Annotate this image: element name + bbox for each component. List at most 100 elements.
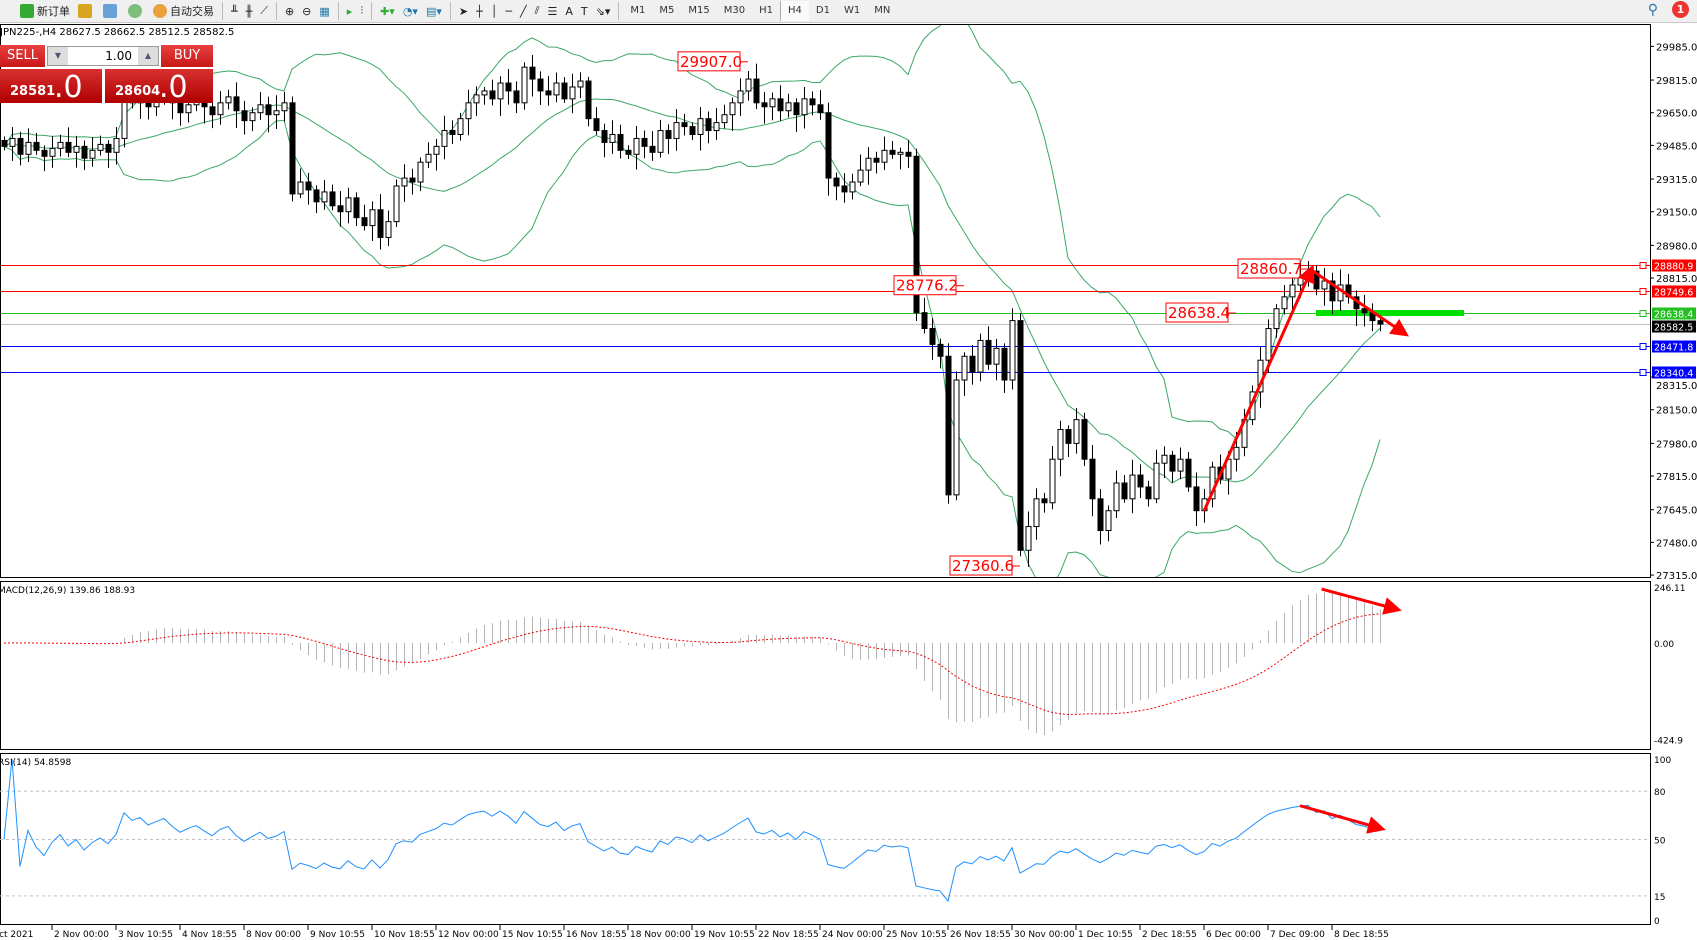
bar-chart-button[interactable]: ╨ xyxy=(227,1,242,21)
zoom-out-button[interactable]: ⊖ xyxy=(298,1,315,21)
candle xyxy=(241,110,248,122)
text-button[interactable]: A xyxy=(561,1,577,21)
new-order-icon xyxy=(20,4,34,18)
crosshair-button[interactable]: ┼ xyxy=(472,1,487,21)
new-order-label: 新订单 xyxy=(37,5,70,18)
price-tag-label: 28638.4 xyxy=(1654,310,1693,321)
chart-shift-icon: ⫶ xyxy=(360,4,364,17)
candle xyxy=(321,191,328,203)
candle xyxy=(345,197,352,213)
candle xyxy=(817,104,824,114)
timeframe-h1[interactable]: H1 xyxy=(759,5,773,16)
templates-button[interactable]: ▤▾ xyxy=(422,1,446,21)
candle xyxy=(281,102,288,112)
candle xyxy=(393,185,400,223)
candle xyxy=(1113,482,1120,512)
candle xyxy=(825,112,832,179)
candle xyxy=(665,130,672,139)
candle xyxy=(513,90,520,104)
candle xyxy=(289,102,296,195)
divider xyxy=(337,2,339,20)
chart-shift-button[interactable]: ⫶ xyxy=(356,1,367,21)
macd-arrow xyxy=(1321,587,1402,615)
candle xyxy=(41,149,48,157)
candle xyxy=(1377,320,1384,325)
auto-trade-button[interactable]: 自动交易 xyxy=(149,1,218,21)
horizontal-line-button[interactable]: ─ xyxy=(501,1,516,21)
divider xyxy=(222,2,223,20)
timeframe-m30[interactable]: M30 xyxy=(723,5,746,16)
bollinger-upper-band xyxy=(3,25,1381,440)
rsi-y-tick-label: 80 xyxy=(1654,788,1666,798)
new-order-button[interactable]: 新订单 xyxy=(16,1,74,21)
search-icon[interactable]: ⚲ xyxy=(1647,1,1658,18)
channel-button[interactable]: ⫽ xyxy=(531,1,544,21)
lot-decrease-icon[interactable]: ▼ xyxy=(48,47,68,65)
fibonacci-button[interactable]: ☰ xyxy=(544,1,562,21)
history-button[interactable] xyxy=(74,1,99,21)
macd-y-tick-label: -424.9 xyxy=(1654,737,1683,747)
periods-button[interactable]: ◔▾ xyxy=(399,1,422,21)
gold-icon xyxy=(78,4,92,18)
candle xyxy=(897,151,904,155)
arrows-button[interactable]: ⇘▾ xyxy=(592,1,615,21)
sell-button[interactable]: SELL xyxy=(0,45,45,67)
y-tick-label: 27815.0 xyxy=(1656,472,1697,483)
line-chart-button[interactable]: ⟋ xyxy=(256,1,272,21)
candle xyxy=(657,130,664,153)
candle xyxy=(1089,458,1096,500)
rsi-arrow xyxy=(1299,804,1386,834)
buy-button[interactable]: BUY xyxy=(161,45,213,67)
candle xyxy=(913,155,920,314)
timeframe-m5[interactable]: M5 xyxy=(659,5,675,16)
price-line-handle xyxy=(1639,262,1647,269)
price-tag xyxy=(1652,285,1696,298)
candle-chart-button[interactable]: ╫ xyxy=(242,1,257,21)
candle xyxy=(361,217,368,227)
trendline-button[interactable]: ╱ xyxy=(516,1,531,21)
indicators-button[interactable]: ✚▾ xyxy=(376,1,399,21)
divider xyxy=(618,2,620,20)
toolbar: 新订单 自动交易 ╨ ╫ ⟋ ⊕ ⊖ ▦ ▸ ⫶ ✚▾ ◔▾ ▤▾ ➤ ┼ │ … xyxy=(0,0,1697,23)
ask-fraction: .0 xyxy=(159,70,188,105)
lot-increase-icon[interactable]: ▲ xyxy=(138,47,158,65)
timeframe-mn[interactable]: MN xyxy=(874,5,891,16)
candle xyxy=(1273,308,1280,330)
autoscroll-button[interactable]: ▸ xyxy=(343,1,357,21)
candle xyxy=(793,102,800,116)
signal-icon xyxy=(128,4,142,18)
text-label-button[interactable]: T xyxy=(577,1,592,21)
candle xyxy=(1129,474,1136,500)
signal-button[interactable] xyxy=(124,1,149,21)
notification-badge[interactable]: 1 xyxy=(1672,1,1689,18)
timeframe-w1[interactable]: W1 xyxy=(843,5,861,16)
x-tick-label: 8 Nov 00:00 xyxy=(246,930,301,940)
candle xyxy=(1065,429,1072,444)
indicators-icon: ✚▾ xyxy=(380,4,395,18)
buy-price-button[interactable]: 28604 .0 xyxy=(105,69,213,105)
vertical-line-button[interactable]: │ xyxy=(487,1,502,21)
candle xyxy=(753,78,760,104)
x-tick-label: 4 Nov 18:55 xyxy=(182,930,237,940)
candle xyxy=(97,143,104,151)
macd-y-tick-label: 246.11 xyxy=(1654,584,1686,594)
tile-windows-button[interactable]: ▦ xyxy=(315,1,333,21)
price-tag-label: 28582.5 xyxy=(1654,323,1693,334)
y-tick-label: 28315.0 xyxy=(1656,381,1697,392)
cursor-button[interactable]: ➤ xyxy=(455,1,472,21)
clock-icon: ◔▾ xyxy=(402,4,418,18)
terminal-button[interactable] xyxy=(99,1,124,21)
timeframe-m1[interactable]: M1 xyxy=(630,5,646,16)
candle xyxy=(105,143,112,153)
candle xyxy=(881,149,888,163)
timeframe-h4[interactable]: H4 xyxy=(780,1,809,21)
sell-price-button[interactable]: 28581 .0 xyxy=(0,69,102,105)
x-tick-label: 10 Nov 18:55 xyxy=(374,930,435,940)
lot-size-input[interactable]: ▼ 1.00 ▲ xyxy=(47,46,159,66)
timeframe-m15[interactable]: M15 xyxy=(688,5,710,16)
candle xyxy=(409,177,416,183)
candle xyxy=(113,137,120,153)
zoom-in-button[interactable]: ⊕ xyxy=(281,1,298,21)
timeframe-d1[interactable]: D1 xyxy=(815,5,830,16)
